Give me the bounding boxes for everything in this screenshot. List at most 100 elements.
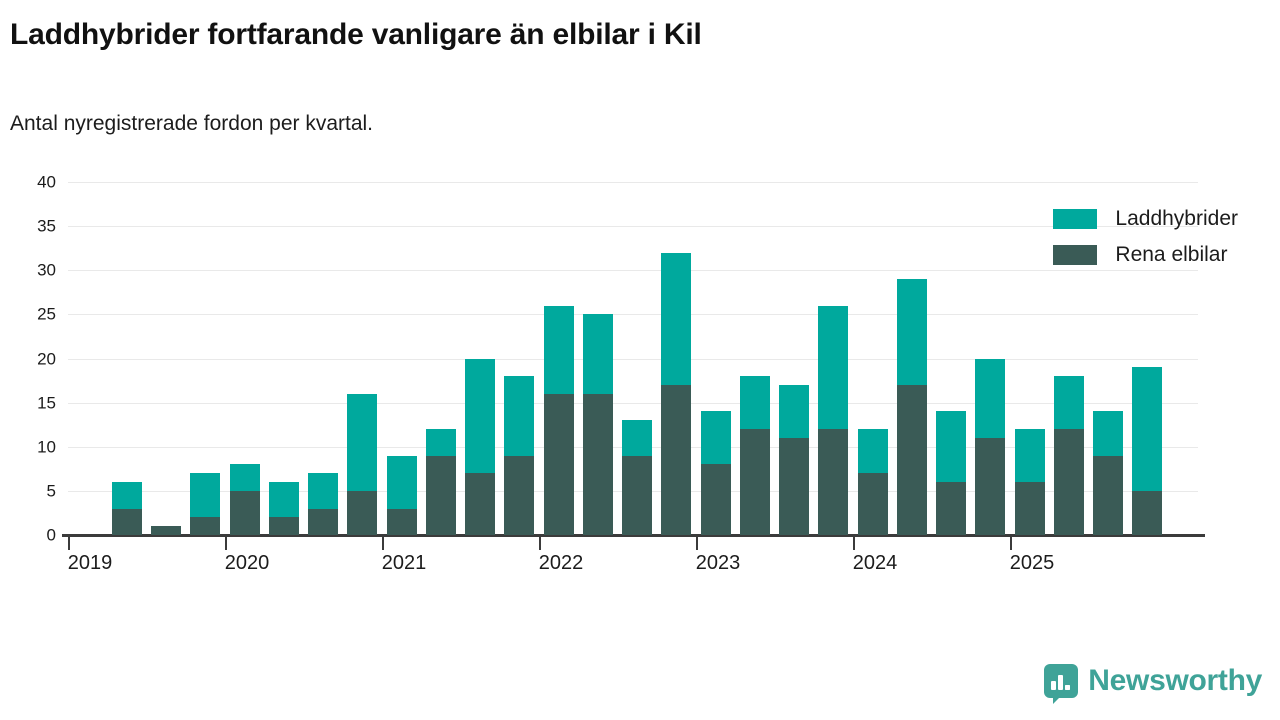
bar-segment-rena-elbilar bbox=[779, 437, 810, 535]
bar-segment-rena-elbilar bbox=[190, 517, 221, 535]
bar-segment-laddhybrider bbox=[622, 420, 653, 456]
bar-segment-laddhybrider bbox=[661, 252, 692, 385]
bar-2025-q1 bbox=[1014, 429, 1045, 535]
bar-2022-q1 bbox=[543, 305, 574, 535]
bar-segment-rena-elbilar bbox=[896, 384, 927, 535]
bar-segment-laddhybrider bbox=[190, 473, 221, 518]
bar-segment-laddhybrider bbox=[975, 358, 1006, 438]
bar-segment-laddhybrider bbox=[308, 473, 339, 509]
bar-segment-laddhybrider bbox=[347, 393, 378, 491]
x-axis-tick-label: 2020 bbox=[224, 552, 270, 574]
bar-segment-rena-elbilar bbox=[818, 429, 849, 535]
bar-2021-q1 bbox=[386, 455, 417, 535]
bar-segment-laddhybrider bbox=[818, 305, 849, 430]
bar-segment-laddhybrider bbox=[425, 429, 456, 456]
bar-2024-q3 bbox=[936, 411, 967, 535]
bar-segment-laddhybrider bbox=[229, 464, 260, 491]
legend-swatch-icon bbox=[1053, 209, 1098, 229]
y-axis-tick-label: 0 bbox=[46, 525, 56, 545]
bar-segment-laddhybrider bbox=[779, 385, 810, 438]
bar-2020-q1 bbox=[229, 464, 260, 535]
bar-2019-q2 bbox=[111, 482, 142, 535]
y-axis-tick-label: 5 bbox=[46, 481, 56, 501]
bar-2023-q1 bbox=[700, 411, 731, 535]
y-axis-tick-label: 40 bbox=[37, 172, 56, 192]
bar-2024-q1 bbox=[857, 429, 888, 535]
bar-2025-q2 bbox=[1053, 376, 1084, 535]
legend-item-label: Rena elbilar bbox=[1115, 243, 1228, 266]
bar-segment-rena-elbilar bbox=[739, 429, 770, 535]
bar-segment-laddhybrider bbox=[543, 305, 574, 394]
bar-segment-rena-elbilar bbox=[1053, 429, 1084, 535]
gridline bbox=[68, 270, 1198, 272]
gridline bbox=[68, 402, 1198, 404]
x-axis-tick bbox=[382, 537, 384, 550]
bar-2022-q4 bbox=[661, 252, 692, 535]
bar-2023-q3 bbox=[779, 385, 810, 535]
bar-segment-rena-elbilar bbox=[151, 526, 182, 535]
x-axis-tick-label: 2024 bbox=[852, 552, 898, 574]
bar-segment-laddhybrider bbox=[1014, 429, 1045, 483]
brand-name: Newsworthy bbox=[1088, 664, 1262, 697]
bar-2021-q3 bbox=[465, 358, 496, 535]
logo-bars-icon bbox=[1051, 671, 1071, 690]
legend-item-laddhybrider: Laddhybrider bbox=[1053, 203, 1238, 235]
bar-2020-q4 bbox=[347, 393, 378, 535]
bar-segment-laddhybrider bbox=[1132, 367, 1163, 491]
bar-2020-q3 bbox=[308, 473, 339, 535]
y-axis-tick-label: 10 bbox=[37, 437, 56, 457]
bar-segment-rena-elbilar bbox=[857, 473, 888, 535]
bar-segment-rena-elbilar bbox=[111, 508, 142, 535]
y-axis-tick-label: 35 bbox=[37, 216, 56, 236]
bar-segment-rena-elbilar bbox=[936, 482, 967, 535]
bar-2022-q3 bbox=[622, 420, 653, 535]
gridline bbox=[68, 314, 1198, 316]
bar-segment-rena-elbilar bbox=[1132, 490, 1163, 535]
bar-segment-laddhybrider bbox=[386, 455, 417, 509]
bar-segment-laddhybrider bbox=[111, 482, 142, 509]
bar-segment-rena-elbilar bbox=[661, 384, 692, 535]
bar-segment-laddhybrider bbox=[896, 279, 927, 385]
bar-2024-q2 bbox=[896, 279, 927, 535]
bar-segment-rena-elbilar bbox=[543, 393, 574, 535]
bar-segment-laddhybrider bbox=[700, 411, 731, 465]
legend-swatch-icon bbox=[1053, 245, 1098, 265]
bar-segment-laddhybrider bbox=[504, 376, 535, 456]
bar-2024-q4 bbox=[975, 358, 1006, 535]
bar-segment-rena-elbilar bbox=[582, 393, 613, 535]
legend-item-label: Laddhybrider bbox=[1115, 207, 1238, 230]
x-axis-tick-label: 2022 bbox=[538, 552, 584, 574]
bar-segment-rena-elbilar bbox=[308, 508, 339, 535]
x-axis-tick bbox=[696, 537, 698, 550]
bar-segment-laddhybrider bbox=[1053, 376, 1084, 430]
x-axis-baseline bbox=[62, 534, 1205, 537]
bar-segment-laddhybrider bbox=[857, 429, 888, 474]
bar-segment-laddhybrider bbox=[936, 411, 967, 483]
x-axis-tick-label: 2019 bbox=[67, 552, 113, 574]
x-axis-tick bbox=[853, 537, 855, 550]
x-axis-tick bbox=[225, 537, 227, 550]
gridline bbox=[68, 490, 1198, 492]
bar-2019-q4 bbox=[190, 473, 221, 535]
bar-segment-rena-elbilar bbox=[386, 508, 417, 535]
bar-segment-rena-elbilar bbox=[268, 517, 299, 535]
page-subtitle: Antal nyregistrerade fordon per kvartal. bbox=[10, 112, 374, 135]
y-axis-tick-label: 25 bbox=[37, 304, 56, 324]
bar-2022-q2 bbox=[582, 314, 613, 535]
y-axis-tick-label: 15 bbox=[37, 393, 56, 413]
bar-segment-laddhybrider bbox=[582, 314, 613, 394]
chart-legend: Laddhybrider Rena elbilar bbox=[1053, 203, 1238, 275]
bar-2025-q3 bbox=[1093, 411, 1124, 535]
x-axis-tick-label: 2021 bbox=[381, 552, 427, 574]
x-axis-tick-label: 2023 bbox=[695, 552, 741, 574]
bar-2021-q4 bbox=[504, 376, 535, 535]
x-axis-tick bbox=[1010, 537, 1012, 550]
bar-segment-rena-elbilar bbox=[347, 490, 378, 535]
bar-2025-q4 bbox=[1132, 367, 1163, 535]
gridline bbox=[68, 226, 1198, 228]
bar-2020-q2 bbox=[268, 482, 299, 535]
y-axis-tick-label: 30 bbox=[37, 260, 56, 280]
bar-2019-q3 bbox=[151, 526, 182, 535]
